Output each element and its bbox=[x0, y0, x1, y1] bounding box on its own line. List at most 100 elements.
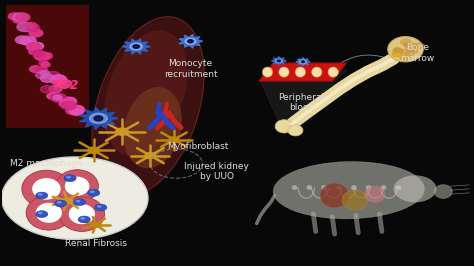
Circle shape bbox=[38, 212, 43, 214]
Circle shape bbox=[20, 36, 36, 45]
Ellipse shape bbox=[321, 185, 327, 190]
Circle shape bbox=[36, 211, 48, 218]
Circle shape bbox=[40, 70, 50, 76]
Circle shape bbox=[41, 52, 53, 59]
Circle shape bbox=[90, 190, 95, 193]
Circle shape bbox=[403, 43, 410, 47]
Ellipse shape bbox=[396, 185, 401, 190]
Circle shape bbox=[133, 45, 139, 48]
Ellipse shape bbox=[279, 67, 289, 77]
Circle shape bbox=[81, 217, 85, 220]
Circle shape bbox=[301, 61, 304, 63]
Ellipse shape bbox=[59, 197, 105, 231]
Circle shape bbox=[59, 99, 73, 108]
Circle shape bbox=[65, 106, 80, 115]
Ellipse shape bbox=[288, 125, 303, 136]
Ellipse shape bbox=[307, 185, 312, 190]
Circle shape bbox=[394, 47, 400, 51]
Text: Myofibroblast: Myofibroblast bbox=[167, 142, 228, 151]
Ellipse shape bbox=[320, 184, 349, 207]
Circle shape bbox=[34, 52, 49, 60]
Circle shape bbox=[392, 48, 403, 54]
Circle shape bbox=[16, 13, 30, 21]
Circle shape bbox=[61, 101, 76, 110]
Ellipse shape bbox=[381, 185, 386, 190]
Circle shape bbox=[395, 51, 403, 55]
Ellipse shape bbox=[36, 203, 62, 223]
Circle shape bbox=[29, 66, 42, 72]
Ellipse shape bbox=[351, 185, 357, 190]
Circle shape bbox=[63, 198, 73, 203]
Circle shape bbox=[29, 29, 43, 37]
Circle shape bbox=[41, 62, 50, 67]
Text: Monocyte
recruitment: Monocyte recruitment bbox=[164, 60, 218, 79]
Circle shape bbox=[401, 39, 411, 45]
Circle shape bbox=[62, 97, 76, 106]
Circle shape bbox=[40, 74, 55, 82]
Circle shape bbox=[395, 49, 402, 53]
Polygon shape bbox=[260, 70, 346, 130]
Ellipse shape bbox=[336, 185, 342, 190]
Circle shape bbox=[413, 50, 418, 53]
Polygon shape bbox=[179, 34, 203, 48]
Circle shape bbox=[396, 48, 402, 52]
Circle shape bbox=[38, 193, 43, 196]
Circle shape bbox=[52, 75, 65, 82]
Text: Injured kidney
by UUO: Injured kidney by UUO bbox=[184, 162, 249, 181]
Circle shape bbox=[300, 60, 306, 64]
Circle shape bbox=[275, 59, 283, 63]
Circle shape bbox=[53, 95, 62, 100]
Circle shape bbox=[46, 72, 60, 79]
Circle shape bbox=[185, 38, 196, 44]
Circle shape bbox=[169, 137, 179, 143]
Circle shape bbox=[40, 86, 54, 93]
Ellipse shape bbox=[364, 186, 385, 203]
Text: TG2: TG2 bbox=[52, 79, 79, 92]
Circle shape bbox=[66, 176, 71, 178]
Circle shape bbox=[31, 42, 44, 49]
Circle shape bbox=[88, 147, 99, 153]
Circle shape bbox=[27, 43, 41, 51]
Circle shape bbox=[408, 49, 414, 52]
Circle shape bbox=[408, 43, 417, 48]
Circle shape bbox=[68, 105, 84, 115]
Circle shape bbox=[36, 192, 48, 199]
Circle shape bbox=[145, 153, 155, 159]
Circle shape bbox=[64, 175, 76, 182]
Ellipse shape bbox=[388, 37, 423, 62]
Circle shape bbox=[36, 67, 47, 73]
Circle shape bbox=[1, 157, 148, 239]
Ellipse shape bbox=[104, 30, 187, 156]
Circle shape bbox=[92, 223, 100, 227]
Ellipse shape bbox=[92, 17, 204, 196]
Ellipse shape bbox=[342, 190, 368, 210]
Ellipse shape bbox=[26, 196, 72, 230]
Text: Peripheral
blood: Peripheral blood bbox=[279, 93, 325, 112]
Ellipse shape bbox=[394, 176, 436, 202]
Ellipse shape bbox=[311, 67, 322, 77]
Circle shape bbox=[401, 49, 410, 55]
Circle shape bbox=[94, 116, 103, 121]
Circle shape bbox=[73, 199, 86, 206]
Ellipse shape bbox=[392, 53, 402, 57]
Ellipse shape bbox=[65, 177, 90, 196]
Circle shape bbox=[22, 38, 36, 45]
Circle shape bbox=[56, 77, 66, 82]
Circle shape bbox=[97, 205, 102, 208]
Ellipse shape bbox=[56, 170, 99, 203]
Polygon shape bbox=[271, 57, 286, 65]
Circle shape bbox=[29, 49, 38, 55]
Circle shape bbox=[13, 18, 22, 23]
Circle shape bbox=[130, 43, 143, 50]
Circle shape bbox=[404, 56, 412, 60]
Circle shape bbox=[36, 72, 48, 79]
Circle shape bbox=[76, 200, 81, 202]
Circle shape bbox=[88, 189, 100, 196]
Circle shape bbox=[78, 216, 91, 223]
Circle shape bbox=[20, 38, 31, 44]
Circle shape bbox=[394, 49, 401, 53]
Circle shape bbox=[26, 22, 37, 29]
Text: Renal Fibrosis: Renal Fibrosis bbox=[65, 239, 127, 248]
Circle shape bbox=[414, 43, 424, 49]
Circle shape bbox=[47, 93, 58, 99]
